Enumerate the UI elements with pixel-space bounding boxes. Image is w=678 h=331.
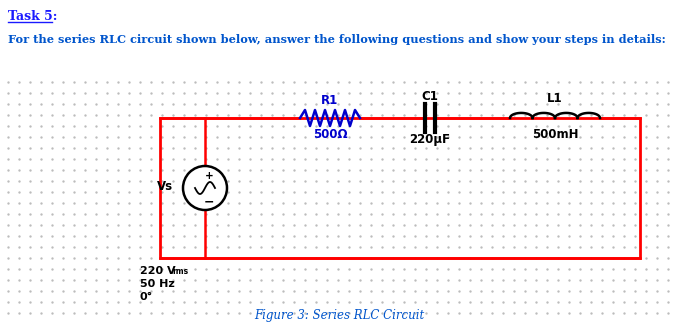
- Text: 50 Hz: 50 Hz: [140, 279, 175, 289]
- Text: Figure 3: Series RLC Circuit: Figure 3: Series RLC Circuit: [254, 309, 424, 322]
- Text: rms: rms: [172, 267, 188, 276]
- Text: +: +: [205, 171, 214, 181]
- Text: 500Ω: 500Ω: [313, 127, 347, 140]
- Text: R1: R1: [321, 93, 338, 107]
- Text: Vs: Vs: [157, 179, 173, 193]
- Text: For the series RLC circuit shown below, answer the following questions and show : For the series RLC circuit shown below, …: [8, 34, 666, 45]
- Bar: [160, 118, 640, 258]
- Text: 0°: 0°: [140, 292, 153, 302]
- Text: C1: C1: [422, 89, 439, 103]
- Text: −: −: [204, 195, 214, 208]
- Circle shape: [183, 166, 227, 210]
- Text: Task 5:: Task 5:: [8, 10, 58, 23]
- Text: 220μF: 220μF: [410, 133, 450, 147]
- Text: 220 V: 220 V: [140, 266, 176, 276]
- Text: 500mH: 500mH: [532, 127, 578, 140]
- Text: L1: L1: [547, 91, 563, 105]
